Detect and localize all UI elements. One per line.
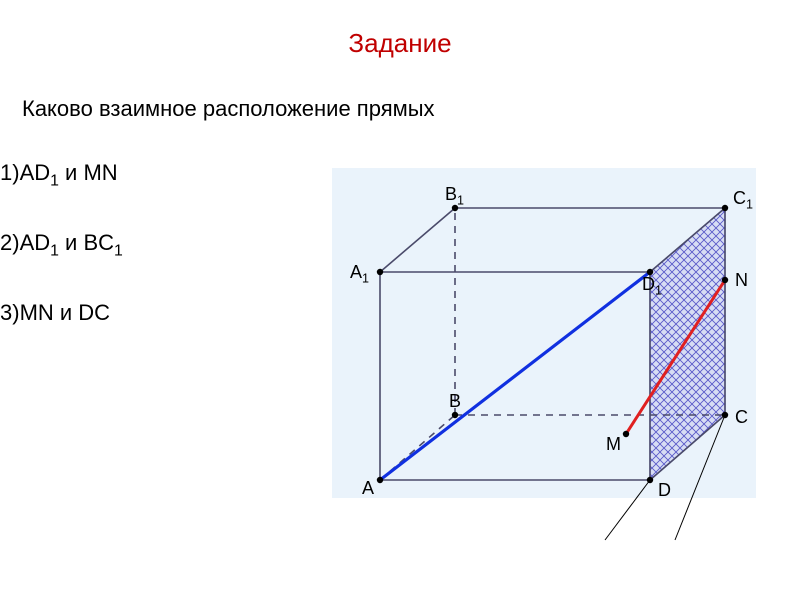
item-a: AD — [20, 230, 51, 255]
item-a-sub: 1 — [50, 242, 59, 259]
item-b: MN — [83, 160, 117, 185]
point-M — [623, 431, 629, 437]
label-M: M — [606, 434, 621, 454]
item-b: BC — [83, 230, 114, 255]
point-D — [647, 477, 653, 483]
item-conj: и — [59, 230, 84, 255]
item-1: 1)AD1 и MN — [0, 160, 118, 190]
label-C: C — [735, 407, 748, 427]
item-3: 3)MN и DC — [0, 300, 110, 326]
slide-title: Задание — [0, 28, 800, 59]
label-D: D — [658, 480, 671, 500]
item-num: 1) — [0, 160, 20, 185]
point-A1 — [377, 269, 383, 275]
point-N — [722, 277, 728, 283]
point-C1 — [722, 205, 728, 211]
point-A — [377, 477, 383, 483]
item-a: AD — [20, 160, 51, 185]
label-A: A — [362, 478, 374, 498]
item-a: MN — [20, 300, 54, 325]
item-b-sub: 1 — [114, 242, 123, 259]
question-text: Каково взаимное расположение прямых — [22, 96, 435, 122]
item-b: DC — [78, 300, 110, 325]
label-B: B — [449, 391, 461, 411]
label-N: N — [735, 270, 748, 290]
item-conj: и — [59, 160, 84, 185]
item-a-sub: 1 — [50, 172, 59, 189]
item-2: 2)AD1 и BC1 — [0, 230, 123, 260]
item-num: 2) — [0, 230, 20, 255]
point-C — [722, 412, 728, 418]
item-num: 3) — [0, 300, 20, 325]
cuboid-diagram: ADBCA1D1B1C1MN — [320, 160, 770, 560]
point-B — [452, 412, 458, 418]
slide: Задание Каково взаимное расположение пря… — [0, 0, 800, 600]
item-conj: и — [54, 300, 79, 325]
